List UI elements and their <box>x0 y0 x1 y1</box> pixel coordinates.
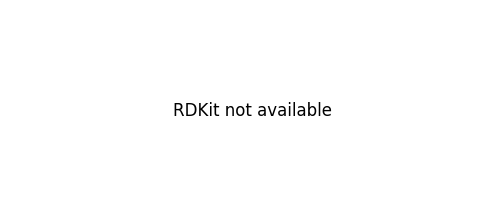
Text: RDKit not available: RDKit not available <box>173 102 332 120</box>
